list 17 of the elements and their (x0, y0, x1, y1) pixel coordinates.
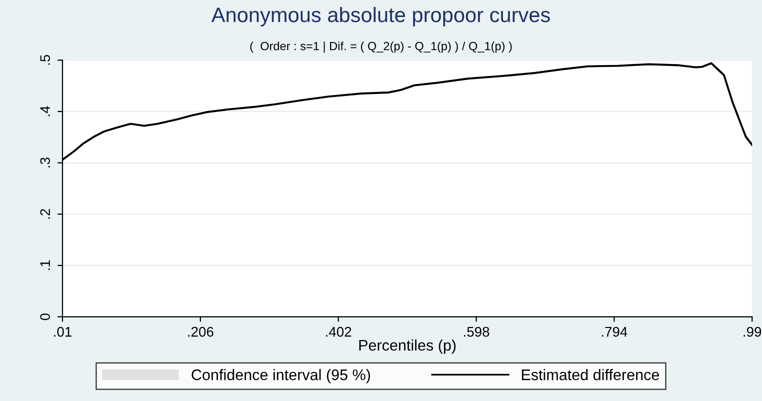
y-tick-label: .1 (40, 260, 50, 270)
y-tick-label: .3 (40, 158, 50, 168)
x-tick-label: .01 (54, 326, 72, 337)
x-tick-label: .794 (602, 326, 628, 337)
legend-label: Estimated difference (522, 369, 659, 380)
chart-subtitle: ( Order : s=1 | Dif. = ( Q_2(p) - Q_1(p) ) / Q_1(p) ) (250, 42, 512, 53)
x-tick-label: .402 (326, 326, 352, 337)
x-tick-label: .99 (744, 326, 762, 337)
y-tick-label: .5 (40, 54, 50, 65)
legend-label: Confidence interval (95 %) (192, 369, 370, 384)
chart-title: Anonymous absolute propoor curves (211, 6, 550, 26)
x-axis-title: Percentiles (p) (359, 339, 456, 354)
y-tick-label: .4 (40, 106, 50, 116)
x-tick-label: .598 (464, 326, 490, 337)
y-tick-label: .2 (40, 209, 50, 219)
y-tick-label: 0 (40, 313, 50, 320)
x-tick-label: .206 (188, 326, 214, 337)
